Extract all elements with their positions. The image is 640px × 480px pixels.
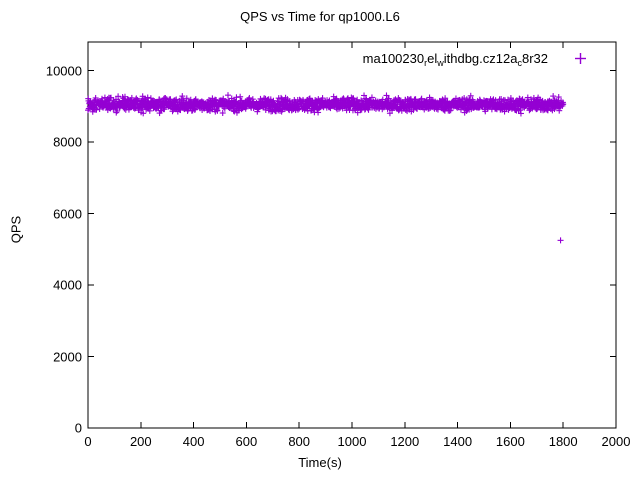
x-tick-label: 600 [235, 434, 258, 449]
legend-entry-label: ma100230relwithdbg.cz12ac8r32 [362, 50, 548, 68]
x-axis-tick-labels: 0 200 400 600 800 1000 1200 1400 1600 1800 2000 [0, 434, 640, 456]
x-axis-title: Time(s) [298, 455, 342, 470]
data-series-points [85, 92, 567, 244]
legend: ma100230relwithdbg.cz12ac8r32 [300, 47, 590, 69]
x-tick-label: 2000 [601, 434, 631, 449]
x-tick-label: 400 [182, 434, 205, 449]
y-axis-tick-labels: 0 2000 4000 6000 8000 10000 [0, 0, 82, 480]
y-tick-label: 6000 [53, 206, 82, 222]
legend-label-part-2: el [427, 50, 438, 66]
legend-label-sub-2: w [437, 57, 444, 68]
chart-title: QPS vs Time for qp1000.L6 [240, 9, 400, 24]
x-tick-label: 800 [288, 434, 311, 449]
y-tick-label: 0 [74, 420, 82, 436]
y-tick-label: 10000 [45, 63, 82, 79]
legend-plus-marker-icon [570, 52, 590, 65]
legend-label-part-1: ma100230 [362, 50, 425, 66]
legend-label-part-4: 8r32 [521, 50, 548, 66]
x-tick-label: 1000 [337, 434, 367, 449]
y-tick-label: 8000 [53, 134, 82, 150]
axis-ticks [87, 42, 617, 429]
y-tick-label: 2000 [53, 349, 82, 365]
legend-label-part-3: ithdbg.cz12a [443, 50, 518, 66]
legend-label-sub-3: c [517, 57, 522, 68]
x-tick-label: 200 [129, 434, 152, 449]
x-tick-label: 0 [84, 434, 92, 449]
legend-label-sub-1: r [424, 57, 428, 68]
y-tick-label: 4000 [53, 277, 82, 293]
x-tick-label: 1400 [443, 434, 473, 449]
x-tick-label: 1600 [495, 434, 525, 449]
x-tick-label: 1200 [390, 434, 420, 449]
x-tick-label: 1800 [548, 434, 578, 449]
